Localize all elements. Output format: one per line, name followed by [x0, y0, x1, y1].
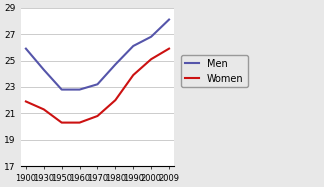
Men [167, 19, 171, 21]
Men [149, 36, 153, 38]
Women [42, 108, 46, 111]
Women [149, 58, 153, 60]
Line: Men: Men [26, 20, 169, 90]
Women [167, 47, 171, 50]
Men [42, 69, 46, 71]
Legend: Men, Women: Men, Women [181, 55, 248, 87]
Women [60, 122, 64, 124]
Women [131, 74, 135, 76]
Women [78, 122, 82, 124]
Men [96, 83, 99, 85]
Men [131, 45, 135, 47]
Men [113, 63, 117, 66]
Women [96, 115, 99, 117]
Line: Women: Women [26, 49, 169, 123]
Men [78, 88, 82, 91]
Men [60, 88, 64, 91]
Men [24, 47, 28, 50]
Women [24, 100, 28, 103]
Women [113, 99, 117, 101]
